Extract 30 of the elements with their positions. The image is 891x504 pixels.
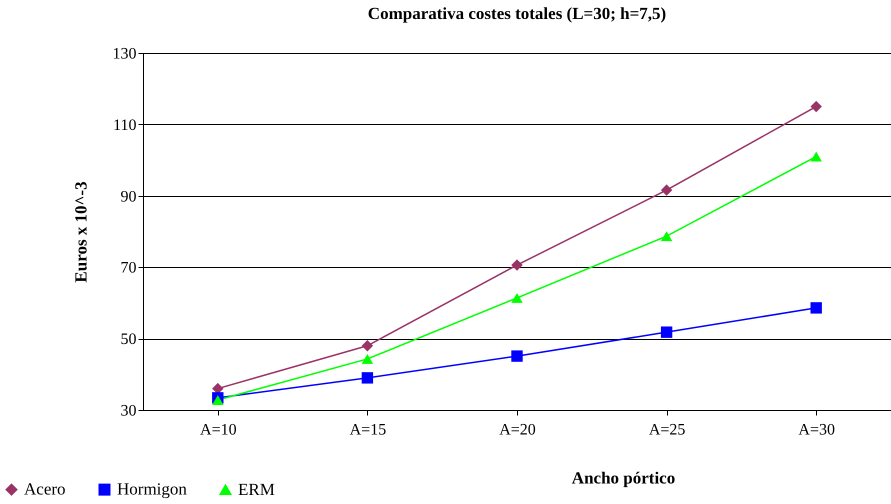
point <box>362 372 374 384</box>
x-tick-label: A=20 <box>499 422 536 438</box>
point <box>810 152 822 162</box>
x-tick-label: A=30 <box>798 422 835 438</box>
legend-label: Acero <box>24 480 66 499</box>
point <box>212 395 224 405</box>
legend-label: Hormigon <box>117 480 188 499</box>
point <box>511 292 523 303</box>
y-tick-label: 130 <box>112 46 136 62</box>
point <box>511 259 523 271</box>
point <box>660 326 672 338</box>
y-tick-label: 110 <box>113 116 136 134</box>
y-axis-title: Euros x 10^-3 <box>72 181 90 283</box>
x-tick-label: A=15 <box>350 422 386 438</box>
y-tick-label: 50 <box>120 331 136 348</box>
point <box>511 350 523 362</box>
x-tick-label: A=10 <box>200 422 237 438</box>
point <box>660 231 672 242</box>
point <box>362 340 374 352</box>
y-tick-label: 70 <box>120 260 136 277</box>
x-tick-label: A=25 <box>648 422 686 438</box>
legend-label: ERM <box>238 480 275 499</box>
y-tick-label: 90 <box>120 188 136 206</box>
point <box>660 184 672 196</box>
chart-title: Comparativa costes totales (L=30; h=7,5) <box>368 4 666 23</box>
x-axis-title: Ancho pórtico <box>572 468 676 488</box>
y-tick-label: 30 <box>120 402 136 420</box>
point <box>810 302 822 314</box>
point <box>810 100 822 112</box>
point <box>362 354 374 364</box>
